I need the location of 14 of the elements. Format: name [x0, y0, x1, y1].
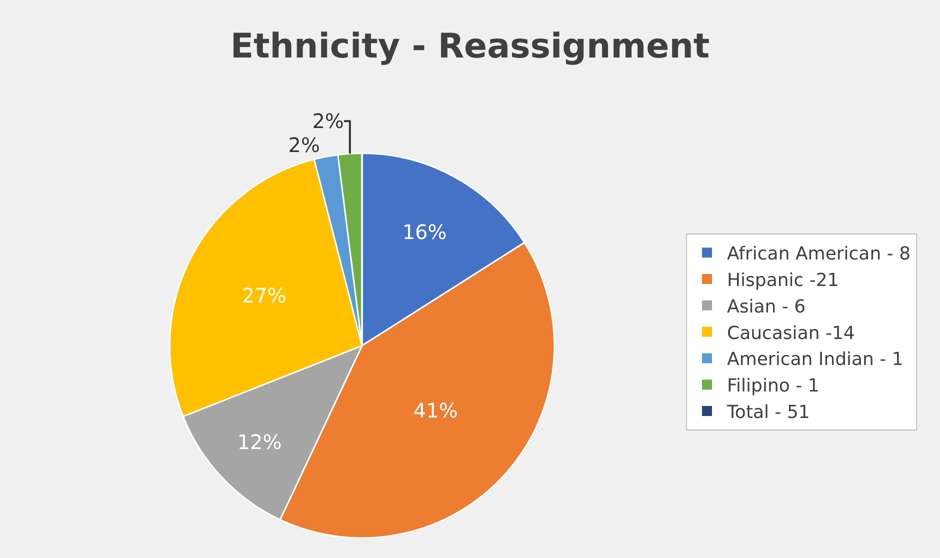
legend-label: Hispanic -21	[727, 270, 839, 292]
data-label: 16%	[402, 220, 447, 244]
legend-label: Asian - 6	[727, 296, 806, 318]
data-label: 12%	[237, 430, 282, 454]
chart-title: Ethnicity - Reassignment	[230, 26, 710, 66]
data-label: 2%	[312, 109, 344, 134]
legend-label: Total - 51	[726, 402, 810, 424]
data-label: 2%	[288, 133, 320, 158]
legend-label: American Indian - 1	[727, 349, 904, 370]
legend-label: Caucasian -14	[727, 322, 855, 344]
legend-label: Filipino - 1	[727, 376, 820, 397]
data-label: 41%	[413, 398, 458, 423]
data-label: 27%	[242, 284, 286, 308]
legend-label: African American - 8	[727, 244, 911, 265]
